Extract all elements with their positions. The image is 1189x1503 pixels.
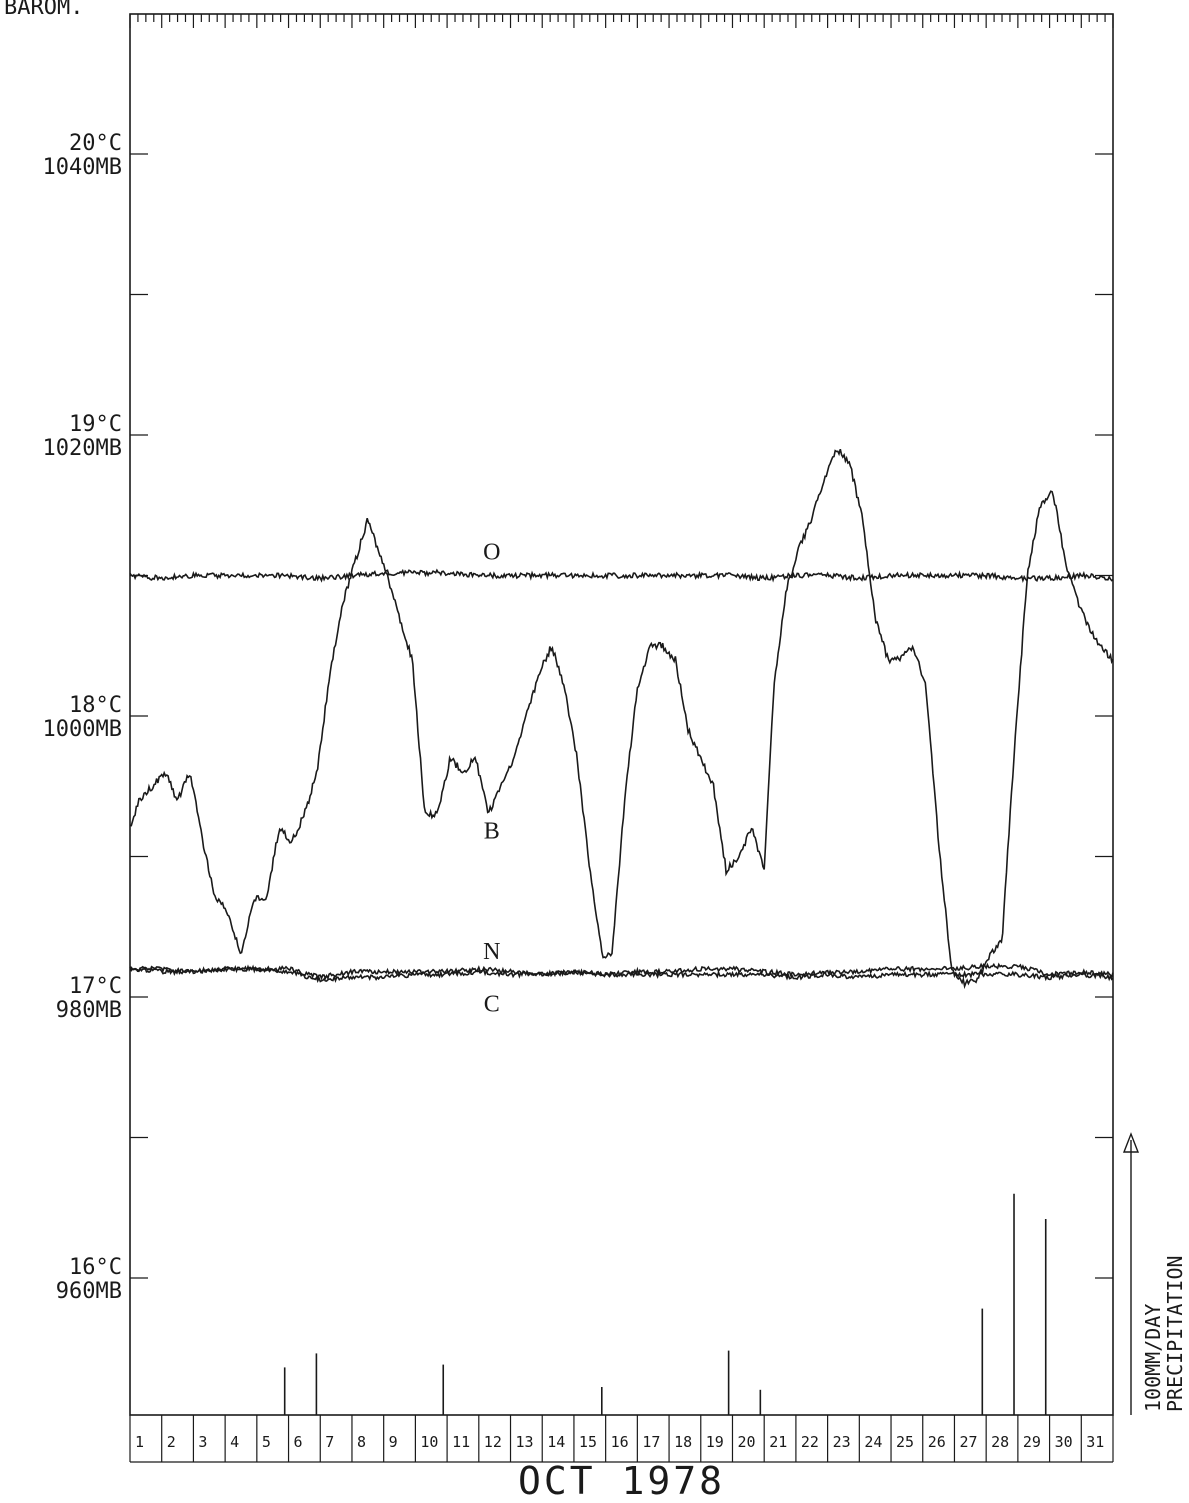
x-tick-label: 5 (262, 1433, 271, 1451)
plot-frame (129, 13, 1114, 1416)
x-tick-label: 20 (737, 1433, 755, 1451)
corner-label: BAROM. (4, 0, 83, 20)
x-tick-label: 11 (452, 1433, 470, 1451)
precip-axis-label: 100MM/DAY (1141, 1304, 1165, 1412)
y-tick-pressure-label: 1020MB (43, 436, 122, 461)
y-tick-pressure-label: 980MB (56, 998, 122, 1023)
series-line-c (129, 965, 1114, 984)
axis-ticks (129, 14, 1114, 1463)
x-tick-label: 8 (357, 1433, 366, 1451)
x-tick-label: 10 (420, 1433, 438, 1451)
x-tick-label: 6 (294, 1433, 303, 1451)
series-line-b (129, 448, 1114, 990)
series-label-b: B (484, 818, 500, 844)
x-tick-label: 22 (801, 1433, 819, 1451)
x-tick-label: 31 (1086, 1433, 1104, 1451)
y-tick-pressure-label: 1000MB (43, 717, 122, 742)
y-tick-temp-label: 17°C (69, 974, 122, 999)
precipitation-bars (283, 1193, 1047, 1415)
y-tick-temp-label: 20°C (69, 131, 122, 156)
y-tick-temp-label: 18°C (69, 693, 122, 718)
series-line-o (129, 568, 1114, 583)
x-tick-label: 27 (959, 1433, 977, 1451)
y-tick-temp-label: 19°C (69, 412, 122, 437)
x-tick-label: 29 (1023, 1433, 1041, 1451)
x-tick-label: 15 (579, 1433, 597, 1451)
series-label-o: O (483, 540, 500, 566)
x-tick-label: 18 (674, 1433, 692, 1451)
x-tick-label: 24 (864, 1433, 882, 1451)
x-tick-label: 12 (484, 1433, 502, 1451)
y-tick-temp-label: 16°C (69, 1255, 122, 1280)
x-tick-label: 17 (642, 1433, 660, 1451)
axis-labels: 1 2 3 4 5 6 7 8 9 10 11 12 13 14 15 16 17 18 19 20 21 22 23 24 2… (4, 0, 1187, 1503)
x-tick-label: 1 (135, 1433, 144, 1451)
x-tick-label: 23 (833, 1433, 851, 1451)
plot-border (129, 13, 1114, 1416)
series-label-n: N (483, 939, 500, 965)
x-tick-label: 26 (928, 1433, 946, 1451)
x-tick-label: 16 (611, 1433, 629, 1451)
x-tick-label: 9 (389, 1433, 398, 1451)
x-tick-label: 25 (896, 1433, 914, 1451)
y-tick-pressure-label: 1040MB (43, 155, 122, 180)
series-label-c: C (484, 992, 500, 1018)
series-layer (129, 448, 1114, 990)
x-tick-label: 3 (198, 1433, 207, 1451)
x-tick-label: 7 (325, 1433, 334, 1451)
precip-axis-arrow (1122, 1132, 1140, 1153)
x-tick-label: 13 (516, 1433, 534, 1451)
x-tick-label: 4 (230, 1433, 239, 1451)
x-tick-label: 14 (547, 1433, 565, 1451)
x-tick-label: 2 (167, 1433, 176, 1451)
x-tick-label: 19 (706, 1433, 724, 1451)
x-tick-label: 30 (1055, 1433, 1073, 1451)
x-axis-title: OCT 1978 (518, 1459, 725, 1503)
x-tick-label: 21 (769, 1433, 787, 1451)
x-tick-label: 28 (991, 1433, 1009, 1451)
precip-axis-label: PRECIPITATION (1163, 1255, 1187, 1412)
y-tick-pressure-label: 960MB (56, 1279, 122, 1304)
